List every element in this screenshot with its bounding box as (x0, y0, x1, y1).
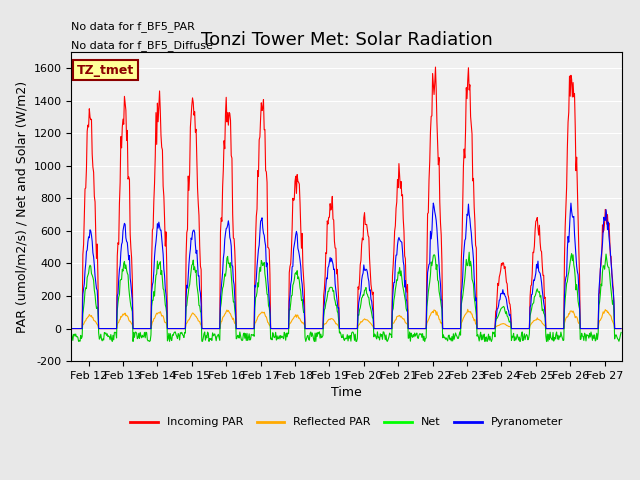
Legend: Incoming PAR, Reflected PAR, Net, Pyranometer: Incoming PAR, Reflected PAR, Net, Pyrano… (126, 413, 567, 432)
Reflected PAR (68, 326, 76, 332)
Net (617, 330, 625, 336)
Pyranometer (281, 326, 289, 332)
Incoming PAR (132, 326, 140, 332)
Net (68, 330, 76, 336)
Net (233, 335, 241, 341)
Incoming PAR (431, 64, 439, 70)
Incoming PAR (260, 127, 268, 132)
X-axis label: Time: Time (332, 386, 362, 399)
Reflected PAR (403, 321, 411, 326)
Pyranometer (435, 249, 442, 254)
Pyranometer (403, 298, 411, 304)
Text: No data for f_BF5_PAR: No data for f_BF5_PAR (72, 21, 195, 32)
Title: Tonzi Tower Met: Solar Radiation: Tonzi Tower Met: Solar Radiation (201, 31, 493, 49)
Pyranometer (132, 326, 140, 332)
Pyranometer (68, 326, 76, 332)
Incoming PAR (68, 326, 76, 332)
Reflected PAR (132, 326, 140, 332)
Incoming PAR (233, 326, 241, 332)
Line: Incoming PAR: Incoming PAR (72, 67, 621, 329)
Pyranometer (260, 232, 268, 238)
Line: Pyranometer: Pyranometer (72, 203, 621, 329)
Net (260, 260, 268, 265)
Pyranometer (233, 326, 241, 332)
Y-axis label: PAR (umol/m2/s) / Net and Solar (W/m2): PAR (umol/m2/s) / Net and Solar (W/m2) (15, 81, 28, 333)
Reflected PAR (617, 326, 625, 332)
Text: No data for f_BF5_Diffuse: No data for f_BF5_Diffuse (72, 39, 213, 50)
Reflected PAR (260, 309, 268, 315)
Incoming PAR (403, 289, 411, 295)
Incoming PAR (281, 326, 289, 332)
Reflected PAR (281, 326, 289, 332)
Pyranometer (617, 326, 625, 332)
Incoming PAR (435, 162, 442, 168)
Net (465, 249, 473, 255)
Net (281, 331, 289, 337)
Net (543, 339, 550, 345)
Net (403, 308, 411, 314)
Net (132, 329, 140, 335)
Reflected PAR (233, 326, 241, 332)
Line: Reflected PAR: Reflected PAR (72, 309, 621, 329)
Reflected PAR (434, 312, 442, 318)
Net (434, 277, 442, 283)
Incoming PAR (617, 326, 625, 332)
Pyranometer (429, 200, 437, 206)
Line: Net: Net (72, 252, 621, 342)
Reflected PAR (464, 306, 472, 312)
Text: TZ_tmet: TZ_tmet (77, 64, 134, 77)
